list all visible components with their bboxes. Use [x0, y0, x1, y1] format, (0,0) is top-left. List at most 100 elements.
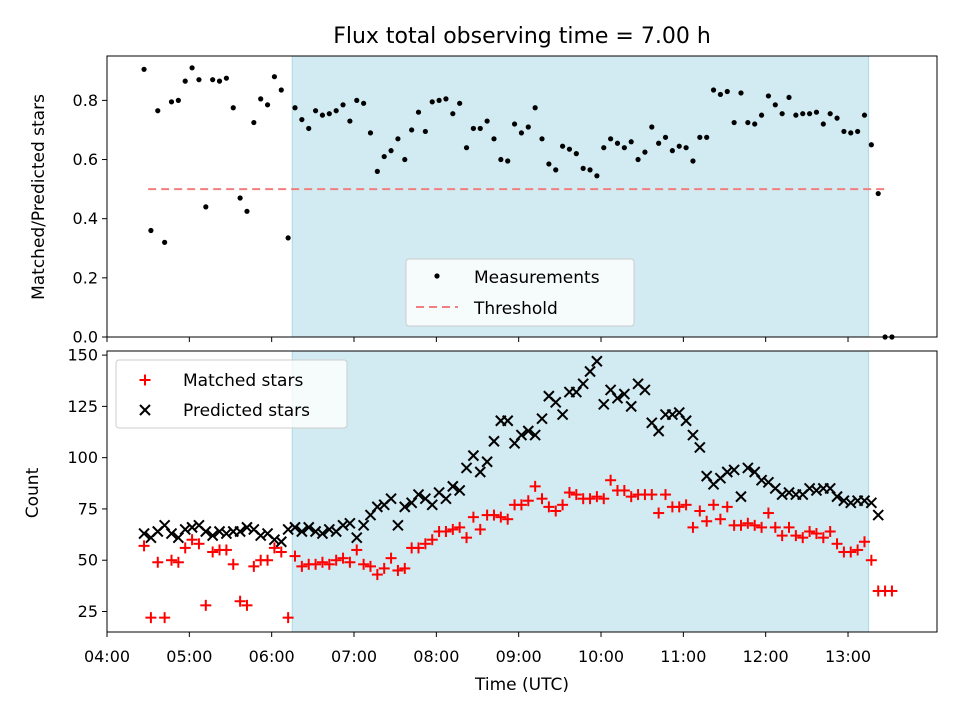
- measurement-point: [752, 121, 758, 127]
- measurement-point: [669, 148, 675, 154]
- predicted-star-point: [179, 523, 191, 536]
- measurement-point: [244, 208, 250, 214]
- predicted-star-point: [865, 497, 878, 509]
- matched-star-point: [502, 513, 514, 525]
- measurement-point: [306, 125, 312, 132]
- measurement-point: [690, 158, 696, 164]
- legend-marker-matched: [139, 374, 151, 386]
- legend-label-matched: Matched stars: [183, 371, 303, 391]
- measurement-point: [820, 121, 826, 127]
- matched-star-point: [646, 489, 658, 501]
- measurement-point: [175, 97, 181, 103]
- measurement-point: [258, 96, 264, 102]
- predicted-star-point: [357, 519, 370, 532]
- measurement-point: [299, 116, 305, 123]
- predicted-star-point: [515, 429, 528, 441]
- measurement-point: [498, 156, 504, 163]
- measurement-point: [868, 142, 874, 148]
- measurement-point: [388, 148, 394, 154]
- matched-star-point: [852, 544, 864, 556]
- predicted-star-point: [742, 462, 754, 474]
- matched-star-point: [742, 517, 754, 529]
- matched-star-point: [618, 484, 630, 496]
- predicted-star-point: [680, 415, 692, 427]
- measurement-point: [559, 143, 566, 149]
- matched-star-point: [447, 523, 459, 535]
- measurement-point: [642, 149, 648, 155]
- predicted-star-point: [268, 533, 281, 546]
- matched-star-point: [495, 511, 507, 523]
- matched-star-point: [316, 556, 328, 568]
- predicted-star-point: [858, 495, 871, 507]
- predicted-star-point: [625, 400, 637, 413]
- measurement-point: [532, 105, 538, 111]
- measurement-point: [312, 108, 319, 114]
- predicted-star-point: [728, 464, 740, 476]
- measurement-point: [326, 111, 332, 117]
- matched-star-point: [557, 499, 569, 511]
- measurement-point: [443, 96, 449, 102]
- y-tick-label: 0.0: [73, 328, 98, 347]
- predicted-star-point: [838, 495, 850, 507]
- measurement-point: [470, 125, 476, 132]
- predicted-star-point: [282, 523, 294, 536]
- matched-star-point: [152, 556, 164, 568]
- matched-star-point: [831, 538, 843, 550]
- matched-star-point: [625, 491, 637, 503]
- measurement-point: [758, 112, 765, 118]
- matched-star-point: [200, 599, 212, 611]
- measurement-point: [518, 130, 525, 136]
- legend-box: [405, 258, 635, 327]
- measurement-point: [415, 109, 422, 115]
- y-tick-label: 125: [67, 397, 98, 416]
- matched-star-point: [241, 599, 253, 611]
- matched-star-point: [550, 505, 562, 517]
- matched-star-point: [673, 501, 685, 513]
- measurement-point: [264, 102, 271, 108]
- predicted-star-point: [687, 429, 699, 441]
- measurement-point: [374, 168, 380, 174]
- predicted-star-point: [275, 536, 287, 548]
- measurement-point: [182, 78, 188, 84]
- matched-star-point: [749, 519, 761, 531]
- measurement-point: [793, 112, 799, 118]
- measurement-point: [710, 87, 717, 93]
- predicted-star-point: [213, 525, 226, 538]
- predicted-star-point: [440, 492, 452, 505]
- predicted-star-point: [220, 527, 233, 540]
- measurement-point: [251, 119, 257, 126]
- predicted-star-point: [186, 521, 198, 534]
- matched-star-point: [248, 560, 260, 572]
- predicted-star-point: [371, 501, 384, 513]
- matched-star-point: [865, 554, 877, 566]
- predicted-star-point: [577, 378, 589, 390]
- matched-star-point: [172, 556, 184, 568]
- measurement-point: [566, 146, 573, 152]
- measurement-point: [855, 128, 861, 135]
- measurement-point: [210, 77, 216, 83]
- matched-star-point: [268, 542, 280, 554]
- measurement-point: [168, 99, 175, 105]
- measurement-point: [196, 77, 202, 83]
- measurement-point: [813, 109, 820, 115]
- predicted-star-point: [241, 521, 253, 534]
- predicted-star-point: [206, 529, 219, 542]
- predicted-star-point: [803, 482, 816, 495]
- matched-star-point: [488, 509, 500, 521]
- measurement-point: [216, 78, 223, 84]
- observing-window-shade: [291, 350, 870, 633]
- matched-star-point: [193, 538, 205, 550]
- measurement-point: [697, 134, 703, 140]
- predicted-star-point: [296, 525, 308, 538]
- measurement-point: [717, 91, 724, 98]
- measurement-point: [285, 235, 291, 241]
- measurement-point: [354, 97, 360, 103]
- matched-star-point: [756, 521, 768, 533]
- measurement-point: [779, 111, 785, 117]
- measurement-point: [587, 167, 593, 173]
- matched-star-point: [886, 585, 898, 597]
- predicted-star-point: [501, 415, 514, 427]
- measurement-point: [875, 190, 881, 197]
- measurement-point: [580, 165, 586, 171]
